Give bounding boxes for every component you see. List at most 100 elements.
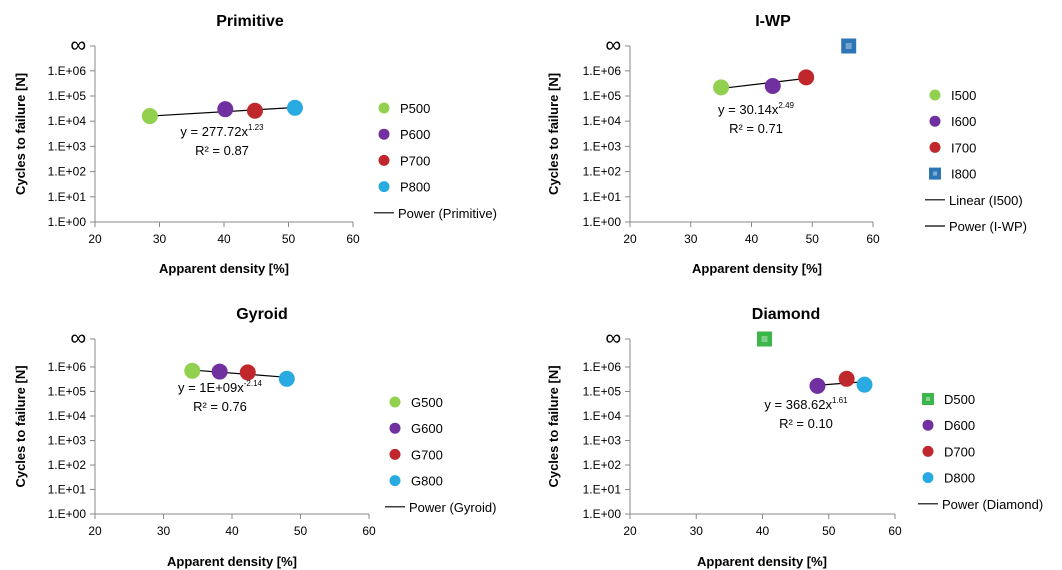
chart-title: Gyroid <box>236 306 288 323</box>
legend-label: D600 <box>944 418 975 433</box>
chart-title: Diamond <box>752 306 820 323</box>
legend-marker-circle <box>378 102 390 114</box>
legend-marker-circle <box>389 396 401 408</box>
data-point-d700 <box>838 370 855 387</box>
x-tick-label: 20 <box>88 524 102 538</box>
legend-marker-circle <box>929 89 941 101</box>
data-point-g700 <box>239 364 256 381</box>
legend-marker-circle <box>922 472 934 484</box>
legend-marker-circle <box>929 115 941 127</box>
x-tick-label: 50 <box>294 524 308 538</box>
legend-label: Power (I-WP) <box>949 219 1027 234</box>
y-tick-label: 1.E+02 <box>583 165 622 179</box>
y-axis-label: Cycles to failure [N] <box>546 73 561 195</box>
data-point-p700 <box>246 102 263 119</box>
y-tick-label: 1.E+03 <box>583 434 622 448</box>
data-point-p800 <box>286 99 303 116</box>
x-tick-label: 30 <box>153 232 167 246</box>
trendline-equation: y = 1E+09x-2.14 <box>178 379 263 395</box>
y-tick-label: 1.E+01 <box>48 190 87 204</box>
chart-title: I-WP <box>755 13 791 30</box>
x-tick-label: 20 <box>623 524 637 538</box>
legend-label: G800 <box>411 474 443 489</box>
y-tick-label: 1.E+05 <box>583 385 622 399</box>
x-tick-label: 40 <box>217 232 231 246</box>
legend-label: Linear (I500) <box>949 193 1023 208</box>
x-tick-label: 20 <box>88 232 102 246</box>
x-tick-label: 60 <box>346 232 360 246</box>
y-axis-label: Cycles to failure [N] <box>546 365 561 487</box>
y-tick-label: 1.E+04 <box>583 409 622 423</box>
legend-marker-square <box>929 167 941 180</box>
data-point-i700 <box>798 69 815 86</box>
x-tick-label: 30 <box>157 524 171 538</box>
legend-label: I600 <box>951 114 976 129</box>
y-tick-label: 1.E+04 <box>48 409 87 423</box>
y-tick-label: 1.E+03 <box>48 434 87 448</box>
data-point-i600 <box>764 77 781 94</box>
y-tick-label: 1.E+03 <box>583 139 622 153</box>
legend-label: Power (Primitive) <box>398 206 497 221</box>
data-point-g500 <box>184 362 201 379</box>
y-tick-label: 1.E+06 <box>48 64 87 78</box>
y-tick-label: 1.E+01 <box>583 190 622 204</box>
trendline <box>721 77 807 90</box>
x-tick-label: 30 <box>684 232 698 246</box>
legend-label: P700 <box>400 153 430 168</box>
legend-marker-highlight <box>933 171 937 176</box>
data-point-p500 <box>141 108 158 125</box>
data-point-d800 <box>856 376 873 393</box>
y-tick-label: 1.E+00 <box>583 507 622 521</box>
data-point-g600 <box>211 363 228 380</box>
x-tick-label: 30 <box>690 524 704 538</box>
legend-label: P800 <box>400 180 430 195</box>
legend-marker-circle <box>929 141 941 153</box>
data-point-i800 <box>841 38 857 54</box>
y-tick-label: 1.E+00 <box>583 215 622 229</box>
chart-panel-primitive: Primitive 1.E+00 1.E+01 1.E+02 1.E+03 1.E+04 1… <box>13 13 497 276</box>
y-tick-label: 1.E+00 <box>48 215 87 229</box>
r-squared-label: R² = 0.76 <box>193 399 247 414</box>
y-tick-label: 1.E+02 <box>48 458 87 472</box>
y-tick-label: 1.E+06 <box>583 64 622 78</box>
legend-label: G500 <box>411 395 443 410</box>
x-tick-label: 60 <box>866 232 880 246</box>
legend-marker-circle <box>389 422 401 434</box>
y-tick-label: 1.E+04 <box>583 114 622 128</box>
legend-label: P500 <box>400 101 430 116</box>
chart-panel-i-wp: I-WP 1.E+00 1.E+01 1.E+02 1.E+03 1.E+04 1.E+05… <box>546 13 1027 276</box>
legend-label: Power (Gyroid) <box>409 500 496 515</box>
y-tick-label: 1.E+05 <box>48 385 87 399</box>
x-tick-label: 40 <box>756 524 770 538</box>
data-point-g800 <box>278 370 295 387</box>
legend-marker-circle <box>378 181 390 193</box>
data-point-i800-highlight <box>845 43 852 49</box>
r-squared-label: R² = 0.71 <box>729 121 783 136</box>
y-axis-label: Cycles to failure [N] <box>13 365 28 487</box>
x-axis-label: Apparent density [%] <box>167 554 297 569</box>
data-point-p600 <box>217 101 234 118</box>
r-squared-label: R² = 0.87 <box>195 143 249 158</box>
chart-panel-gyroid: Gyroid 1.E+00 1.E+01 1.E+02 1.E+03 1.E+04 1.E+… <box>13 306 496 569</box>
legend-label: G700 <box>411 447 443 462</box>
legend-label: G600 <box>411 421 443 436</box>
y-tick-label: 1.E+01 <box>583 483 622 497</box>
legend-label: I800 <box>951 167 976 182</box>
trendline-equation: y = 368.62x1.61 <box>764 396 848 412</box>
legend-label: Power (Diamond) <box>942 497 1043 512</box>
y-tick-label: 1.E+01 <box>48 483 87 497</box>
x-axis-label: Apparent density [%] <box>159 261 289 276</box>
trendline-equation: y = 30.14x2.49 <box>718 101 794 117</box>
chart-panel-diamond: Diamond 1.E+00 1.E+01 1.E+02 1.E+03 1.E+04 1.E… <box>546 306 1043 569</box>
legend-marker-circle <box>389 475 401 487</box>
x-tick-label: 50 <box>806 232 820 246</box>
legend-label: D500 <box>944 392 975 407</box>
x-axis-label: Apparent density [%] <box>697 554 827 569</box>
y-tick-label: 1.E+00 <box>48 507 87 521</box>
data-point-d600 <box>809 377 826 394</box>
legend-marker-highlight <box>926 397 930 401</box>
y-tick-label: 1.E+02 <box>583 458 622 472</box>
x-tick-label: 50 <box>822 524 836 538</box>
trendline-equation: y = 277.72x1.23 <box>180 123 264 139</box>
